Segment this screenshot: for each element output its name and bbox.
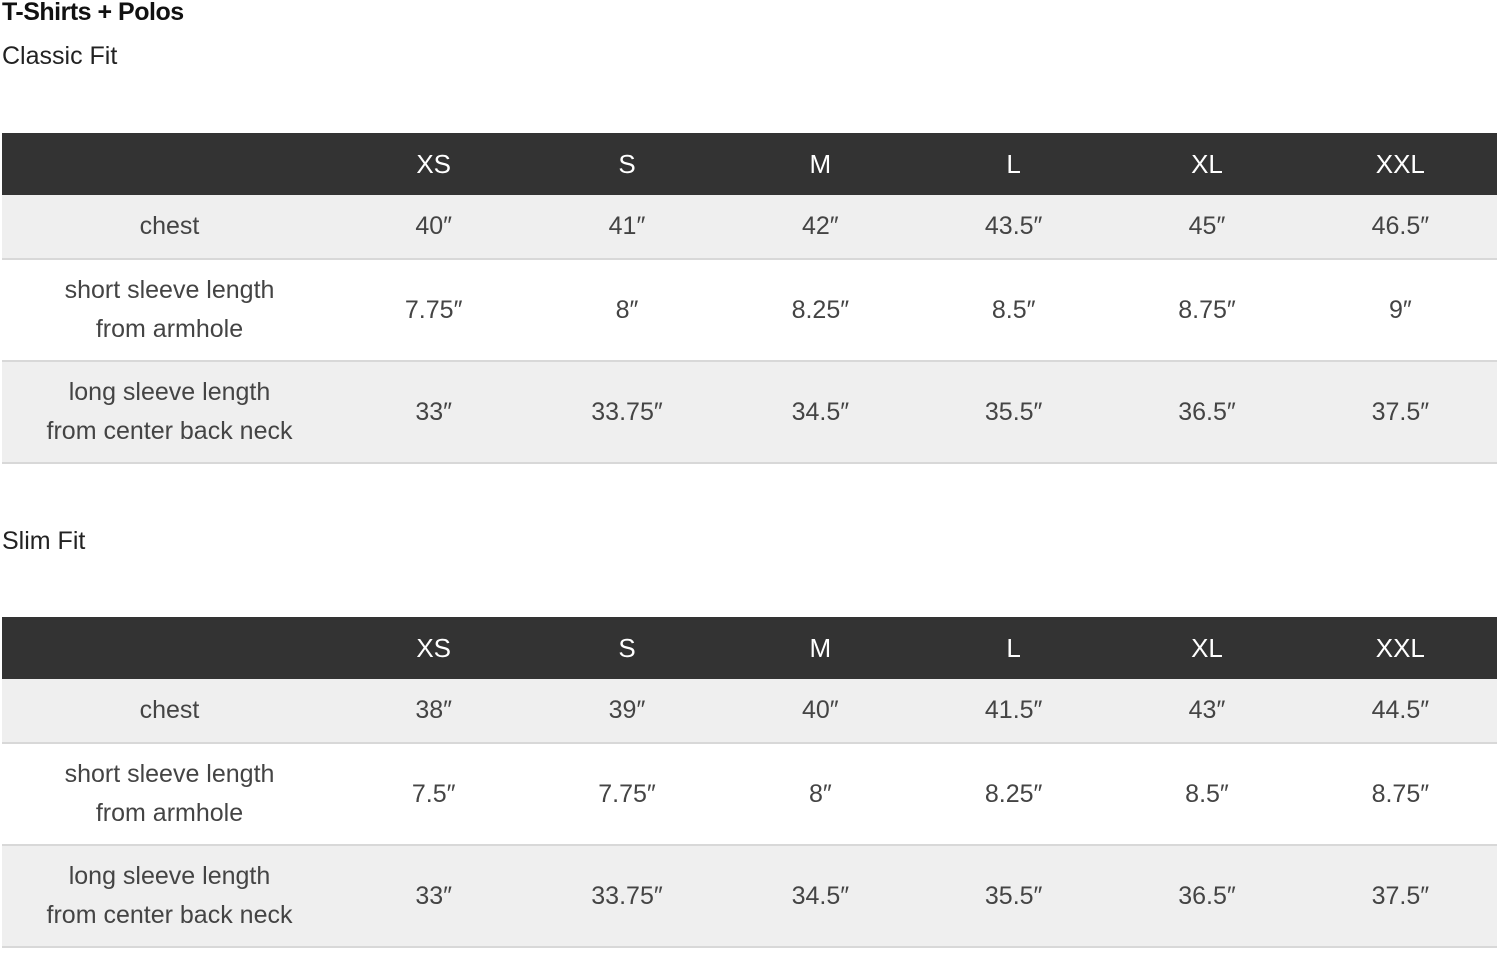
size-table-slim: XS S M L XL XXL chest 38″ 39″ 40″ 41.5″ 43″ 44.5″ sho… xyxy=(2,617,1497,948)
measurement-value: 8.5″ xyxy=(1110,743,1304,846)
measurement-value: 38″ xyxy=(337,679,531,744)
measurement-value: 44.5″ xyxy=(1303,679,1497,744)
measurement-value: 8.75″ xyxy=(1303,743,1497,846)
measurement-value: 37.5″ xyxy=(1303,361,1497,464)
header-row: XS S M L XL XXL xyxy=(2,133,1497,195)
label-line: from armhole xyxy=(95,315,244,343)
size-header: XXL xyxy=(1303,617,1497,679)
measurement-value: 40″ xyxy=(337,195,531,260)
size-header: S xyxy=(530,133,724,195)
size-header: M xyxy=(723,133,917,195)
page-title: T-Shirts + Polos xyxy=(2,0,184,26)
measurement-value: 33.75″ xyxy=(530,845,724,948)
size-header: L xyxy=(916,133,1111,195)
label-line: chest xyxy=(139,212,200,240)
label-line: short sleeve length xyxy=(64,276,275,304)
label-line: long sleeve length xyxy=(68,862,271,890)
measurement-value: 36.5″ xyxy=(1110,361,1304,464)
measurement-label: short sleeve length from armhole xyxy=(2,743,337,846)
measurement-value: 34.5″ xyxy=(723,845,917,948)
measurement-value: 43.5″ xyxy=(916,195,1111,260)
measurement-value: 7.75″ xyxy=(337,259,531,362)
measurement-value: 36.5″ xyxy=(1110,845,1304,948)
table-row: short sleeve length from armhole 7.5″ 7.75″… xyxy=(2,743,1497,846)
size-header: XXL xyxy=(1303,133,1497,195)
measurement-value: 34.5″ xyxy=(723,361,917,464)
classic-fit-heading: Classic Fit xyxy=(2,42,118,70)
size-header: S xyxy=(530,617,724,679)
size-header: XL xyxy=(1110,617,1304,679)
label-line: chest xyxy=(139,696,200,724)
size-header: XL xyxy=(1110,133,1304,195)
size-header: XS xyxy=(337,133,531,195)
measurement-value: 8.25″ xyxy=(723,259,917,362)
header-blank xyxy=(2,617,337,679)
measurement-value: 42″ xyxy=(723,195,917,260)
measurement-value: 9″ xyxy=(1303,259,1497,362)
measurement-label: chest xyxy=(2,679,337,744)
measurement-value: 41.5″ xyxy=(916,679,1111,744)
measurement-value: 41″ xyxy=(530,195,724,260)
size-header: L xyxy=(916,617,1111,679)
measurement-value: 37.5″ xyxy=(1303,845,1497,948)
label-line: from center back neck xyxy=(46,417,293,445)
measurement-label: long sleeve length from center back neck xyxy=(2,845,337,948)
measurement-value: 43″ xyxy=(1110,679,1304,744)
table-row: long sleeve length from center back neck 3… xyxy=(2,361,1497,464)
size-table-classic: XS S M L XL XXL chest 40″ 41″ 42″ 43.5″ 45″ 46.5″ sho… xyxy=(2,133,1497,464)
measurement-label: chest xyxy=(2,195,337,260)
table-row: long sleeve length from center back neck 3… xyxy=(2,845,1497,948)
measurement-value: 35.5″ xyxy=(916,361,1111,464)
table-row: short sleeve length from armhole 7.75″ 8″ 8.… xyxy=(2,259,1497,362)
label-line: long sleeve length xyxy=(68,378,271,406)
measurement-value: 45″ xyxy=(1110,195,1304,260)
size-header: XS xyxy=(337,617,531,679)
measurement-label: short sleeve length from armhole xyxy=(2,259,337,362)
measurement-value: 33″ xyxy=(337,361,531,464)
measurement-value: 46.5″ xyxy=(1303,195,1497,260)
measurement-value: 8″ xyxy=(530,259,724,362)
label-line: from armhole xyxy=(95,799,244,827)
measurement-label: long sleeve length from center back neck xyxy=(2,361,337,464)
table-row: chest 38″ 39″ 40″ 41.5″ 43″ 44.5″ xyxy=(2,679,1497,744)
label-line: from center back neck xyxy=(46,901,293,929)
measurement-value: 8.75″ xyxy=(1110,259,1304,362)
measurement-value: 7.75″ xyxy=(530,743,724,846)
measurement-value: 8.5″ xyxy=(916,259,1111,362)
table-row: chest 40″ 41″ 42″ 43.5″ 45″ 46.5″ xyxy=(2,195,1497,260)
measurement-value: 33.75″ xyxy=(530,361,724,464)
header-blank xyxy=(2,133,337,195)
measurement-value: 8.25″ xyxy=(916,743,1111,846)
measurement-value: 40″ xyxy=(723,679,917,744)
size-header: M xyxy=(723,617,917,679)
measurement-value: 8″ xyxy=(723,743,917,846)
measurement-value: 33″ xyxy=(337,845,531,948)
measurement-value: 39″ xyxy=(530,679,724,744)
measurement-value: 7.5″ xyxy=(337,743,531,846)
slim-fit-heading: Slim Fit xyxy=(2,527,86,555)
measurement-value: 35.5″ xyxy=(916,845,1111,948)
header-row: XS S M L XL XXL xyxy=(2,617,1497,679)
label-line: short sleeve length xyxy=(64,760,275,788)
